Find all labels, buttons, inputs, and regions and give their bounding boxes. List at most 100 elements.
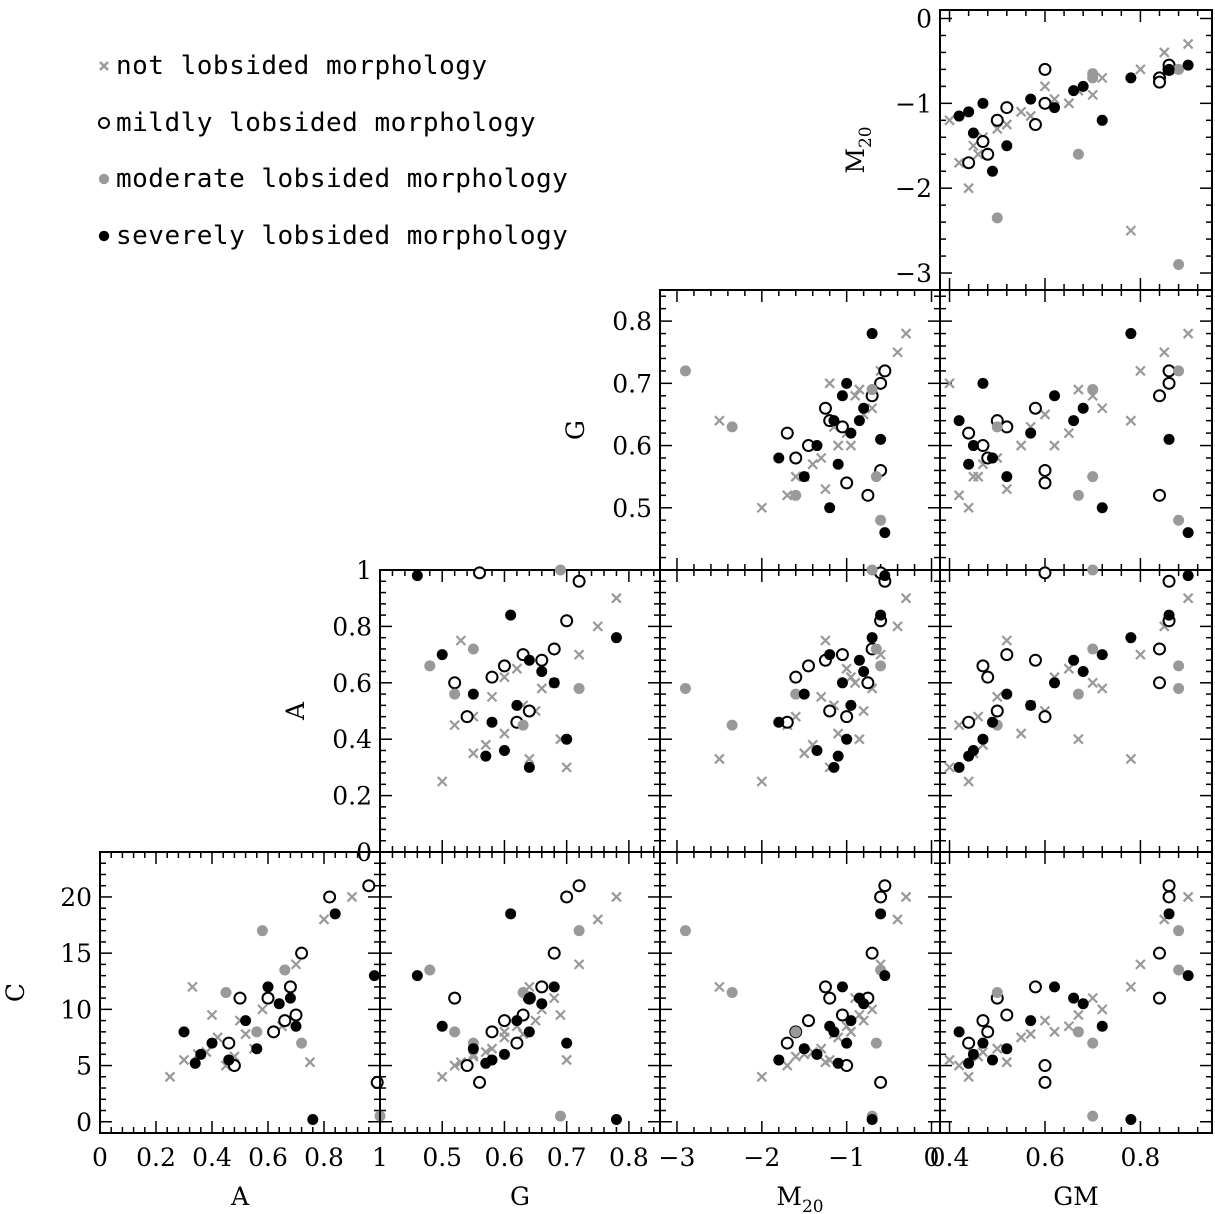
data-point-filled-circle	[866, 1114, 878, 1126]
data-point-filled-circle	[1072, 1026, 1084, 1038]
x-axis-label: A	[230, 1182, 250, 1211]
panel-g-vs-gm	[939, 289, 1213, 571]
data-point-open-circle	[1162, 376, 1176, 390]
data-point-open-circle	[1038, 566, 1052, 580]
data-point-open-circle	[1038, 710, 1052, 724]
data-point-filled-circle	[866, 564, 878, 576]
data-point-filled-circle	[991, 421, 1003, 433]
data-point-filled-circle	[845, 699, 857, 711]
data-point-filled-circle	[832, 750, 844, 762]
data-point-cross	[1096, 72, 1108, 84]
data-point-cross	[1135, 365, 1146, 377]
data-point-cross	[854, 733, 865, 745]
data-point-cross	[963, 1071, 974, 1083]
data-point-filled-circle	[858, 402, 870, 414]
data-point-filled-circle	[511, 1015, 523, 1027]
data-point-filled-circle	[1096, 649, 1108, 661]
data-point-open-circle	[981, 1025, 995, 1039]
data-point-filled-circle	[610, 632, 622, 644]
y-axis-label: C	[1, 983, 30, 1002]
data-point-open-circle	[823, 991, 837, 1005]
legend-item-mildly-lobsided: mildly lobsided morphology	[92, 95, 568, 152]
data-point-cross	[963, 182, 974, 194]
data-point-filled-circle	[1182, 970, 1194, 982]
data-point-filled-circle	[879, 570, 891, 582]
data-point-cross	[318, 914, 330, 925]
data-point-filled-circle	[963, 1057, 975, 1069]
data-point-cross	[1001, 483, 1013, 495]
legend-label-severely-lobsided: severely lobsided morphology	[116, 220, 569, 251]
data-point-cross	[499, 728, 510, 739]
data-point-cross	[178, 1054, 190, 1066]
data-point-open-circle	[823, 704, 837, 718]
data-point-cross	[187, 981, 198, 993]
panel-frame	[659, 851, 941, 1134]
x-tick-label: 0.6	[1025, 1143, 1065, 1172]
data-point-filled-circle	[841, 733, 853, 745]
data-point-cross	[756, 502, 768, 514]
data-point-cross	[824, 378, 835, 389]
y-tick-label: 0.6	[332, 669, 372, 698]
data-point-filled-circle	[511, 699, 523, 711]
data-point-filled-circle	[505, 609, 517, 621]
data-point-filled-circle	[424, 964, 436, 976]
y-tick-label: 0.5	[612, 494, 652, 523]
data-point-open-circle	[789, 451, 803, 465]
data-point-filled-circle	[1068, 415, 1080, 427]
data-point-filled-circle	[1025, 1015, 1037, 1027]
data-point-filled-circle	[189, 1057, 201, 1069]
data-point-filled-circle	[449, 1026, 461, 1038]
data-point-open-circle	[535, 653, 549, 667]
data-point-cross	[573, 649, 585, 660]
data-point-filled-circle	[875, 609, 887, 621]
y-tick-label: 10	[60, 995, 92, 1024]
data-point-cross	[963, 776, 974, 787]
panel-c-vs-m20: −3 −2 −1 0 M20	[659, 851, 941, 1214]
data-point-filled-circle	[498, 744, 510, 756]
data-point-filled-circle	[480, 1057, 492, 1069]
data-point-open-circle	[222, 1036, 236, 1050]
data-point-filled-circle	[1049, 677, 1061, 689]
data-point-open-circle	[1028, 653, 1042, 667]
data-point-open-circle	[267, 1025, 281, 1039]
data-point-open-circle	[801, 1014, 815, 1028]
data-point-filled-circle	[832, 458, 844, 470]
data-point-cross	[820, 1056, 831, 1068]
data-point-filled-circle	[251, 1043, 263, 1055]
data-point-open-circle	[448, 991, 462, 1005]
data-point-filled-circle	[853, 654, 865, 666]
data-point-filled-circle	[977, 733, 989, 745]
data-point-cross	[1073, 384, 1084, 395]
data-point-filled-circle	[1072, 148, 1084, 160]
data-point-cross	[972, 711, 984, 722]
data-point-cross	[953, 719, 965, 731]
data-point-filled-circle	[610, 1114, 622, 1126]
data-point-cross	[1096, 402, 1108, 414]
data-point-cross	[346, 891, 358, 903]
data-point-open-circle	[1153, 642, 1167, 656]
data-point-filled-circle	[329, 908, 341, 920]
data-point-filled-circle	[726, 987, 738, 998]
data-point-cross	[944, 378, 955, 389]
data-point-filled-circle	[523, 992, 535, 1004]
data-point-filled-circle	[875, 908, 887, 920]
data-point-filled-circle	[411, 570, 423, 582]
data-point-filled-circle	[1001, 140, 1013, 152]
legend-label-mildly-lobsided: mildly lobsided morphology	[116, 107, 536, 138]
data-point-open-circle	[362, 879, 376, 893]
data-point-filled-circle	[986, 716, 998, 728]
data-point-filled-circle	[561, 733, 573, 745]
data-point-cross	[290, 959, 302, 970]
data-point-open-circle	[510, 1036, 524, 1050]
data-point-filled-circle	[953, 761, 965, 773]
data-point-open-circle	[460, 710, 474, 724]
data-point-cross	[1039, 81, 1051, 92]
data-point-filled-circle	[1173, 259, 1185, 271]
data-point-cross	[1049, 440, 1060, 451]
data-point-cross	[815, 452, 827, 464]
data-point-open-circle	[818, 401, 832, 415]
data-point-cross	[900, 592, 912, 604]
data-point-open-circle	[1038, 1059, 1052, 1073]
data-point-cross	[573, 959, 585, 970]
data-point-filled-circle	[963, 750, 975, 762]
